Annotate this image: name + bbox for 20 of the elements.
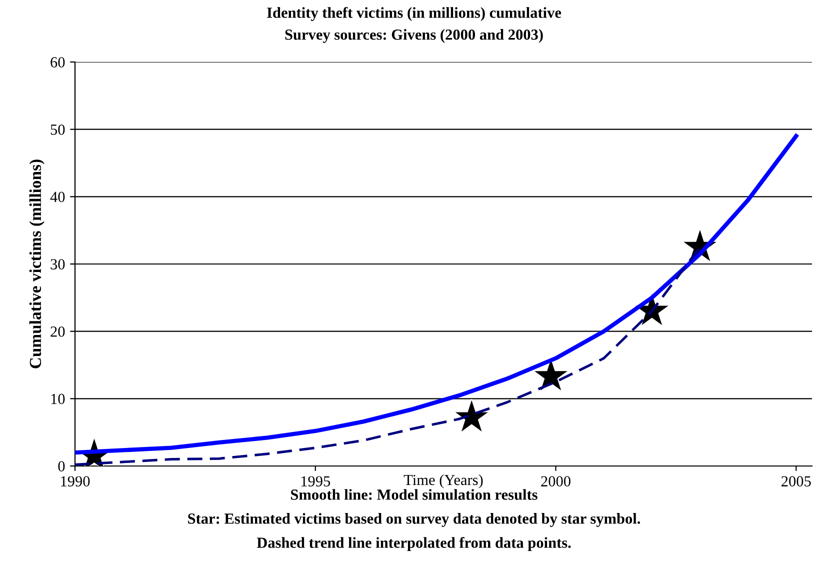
text: Smooth line: Model simulation results <box>291 489 538 500</box>
chart-subtitle: Survey sources: Givens (2000 and 2003) <box>285 29 543 43</box>
y-tick-label: 50 <box>50 124 65 135</box>
y-tick-label: 30 <box>50 259 65 270</box>
y-tick-label: 40 <box>50 192 65 202</box>
chart-title: Identity theft victims (in millions) cumulative <box>267 6 562 22</box>
y-tick-label: 60 <box>50 57 65 68</box>
y-axis-title: Cumulative victims (millions) <box>29 160 44 368</box>
x-tick-label: 1995 <box>301 476 330 486</box>
text: Star: Estimated victims based on survey data denoted by star symbol. <box>188 513 640 527</box>
x-axis-title: Time (Years) <box>404 474 483 488</box>
text: Dashed trend line interpolated from data points. <box>256 536 571 552</box>
y-tick-label: 20 <box>50 326 65 337</box>
x-tick-label: 2000 <box>541 476 570 486</box>
y-tick-label: 10 <box>51 394 65 404</box>
point <box>454 398 490 433</box>
x-tick-label: 1990 <box>61 476 90 486</box>
line-series <box>75 134 798 455</box>
y-tick-label: 0 <box>58 461 65 472</box>
x-tick-label: 2005 <box>782 476 811 486</box>
